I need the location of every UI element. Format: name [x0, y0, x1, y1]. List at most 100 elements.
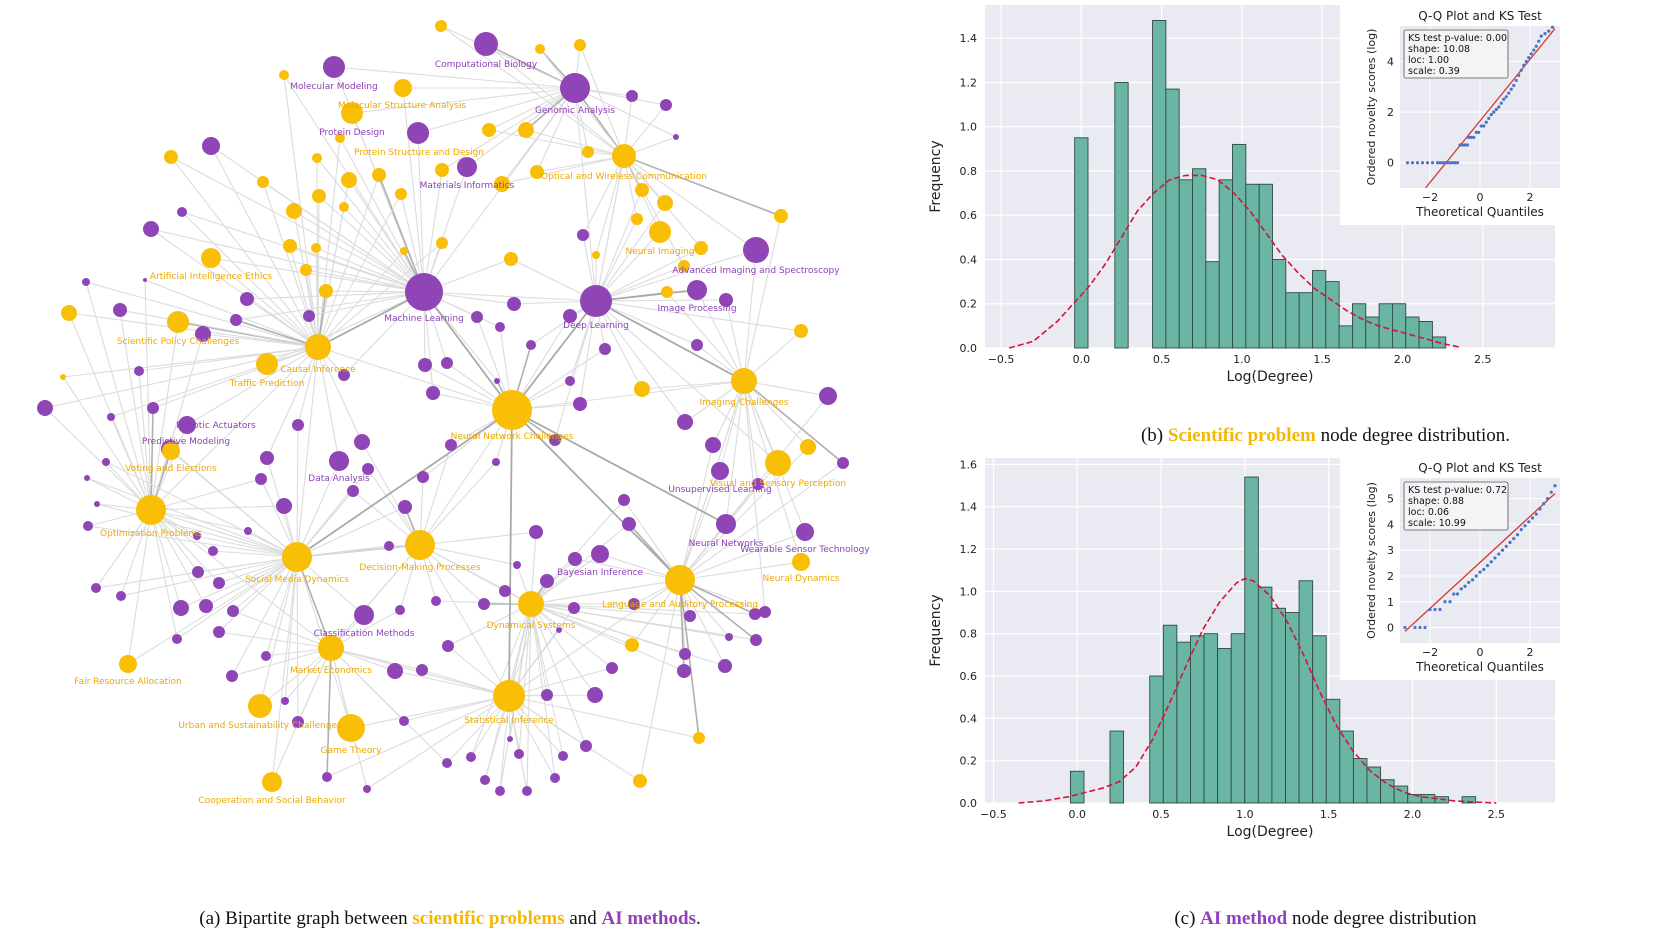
qq-point	[1403, 625, 1407, 630]
x-axis-label: Log(Degree)	[1227, 369, 1314, 385]
graph-edge	[639, 579, 681, 782]
scientific-problem-label: Game Theory	[321, 746, 383, 756]
graph-edge	[308, 291, 425, 317]
graph-edge	[417, 87, 576, 134]
graph-edge	[530, 603, 596, 696]
graph-edge	[317, 346, 513, 411]
qq-point	[1467, 135, 1471, 139]
graph-edge	[419, 444, 452, 546]
graph-edge	[150, 509, 249, 532]
qq-point	[1547, 29, 1551, 33]
ai-method-node	[82, 278, 90, 286]
scientific-problem-label: Cooperation and Social Behavior	[198, 796, 345, 806]
ai-method-node	[387, 663, 403, 679]
graph-edge	[218, 631, 332, 649]
graph-edge	[318, 195, 425, 293]
ai-method-label: Protein Design	[319, 128, 384, 138]
histogram-bar	[1338, 325, 1353, 349]
ai-method-node	[673, 134, 679, 140]
qq-point	[1543, 31, 1547, 36]
graph-edge	[530, 603, 726, 667]
graph-edge	[419, 461, 497, 546]
qq-point	[1539, 34, 1543, 38]
graph-edge-strong	[317, 291, 425, 348]
graph-edge	[679, 531, 806, 581]
ai-method-node	[558, 751, 568, 761]
scientific-problem-node	[341, 172, 357, 188]
graph-edge	[530, 603, 587, 747]
qq-point	[1529, 52, 1533, 56]
graph-edge	[150, 228, 425, 293]
scientific-problem-node	[162, 442, 180, 460]
scientific-problem-node	[119, 655, 137, 673]
qq-point	[1545, 497, 1550, 501]
ai-method-node	[323, 56, 345, 78]
graph-edge	[330, 544, 421, 649]
ai-method-node	[705, 437, 721, 453]
ai-method-node	[441, 357, 453, 369]
scientific-problem-label: Traffic Prediction	[229, 379, 305, 389]
histogram-bar	[1325, 698, 1341, 804]
ks-text: shape: 10.08	[1408, 44, 1470, 55]
ai-method-node	[395, 605, 405, 615]
ai-method-node	[560, 73, 590, 103]
ai-method-node	[329, 451, 349, 471]
scientific-problem-node	[494, 176, 510, 192]
scientific-problem-node	[504, 252, 518, 266]
caption-a-scientific: scientific problems	[412, 908, 565, 929]
qq-point	[1542, 502, 1546, 506]
y-tick-label: 1.4	[960, 32, 978, 45]
graph-edge	[743, 380, 809, 448]
graph-edge	[317, 250, 405, 348]
bipartite-graph: Computational Biology Molecular Modeling M…	[37, 20, 870, 806]
graph-edge	[574, 87, 597, 302]
graph-edge	[623, 155, 757, 251]
graph-edge	[87, 525, 298, 558]
y-axis-label: Frequency	[928, 140, 944, 212]
scientific-problem-node	[592, 251, 600, 259]
y-tick-label: 0.0	[960, 342, 978, 355]
x-tick-label: 2.0	[1394, 353, 1412, 366]
ks-text: KS test p-value: 0.72	[1408, 485, 1507, 496]
ai-method-node	[303, 310, 315, 322]
graph-edge	[235, 291, 425, 321]
graph-edge	[574, 558, 681, 581]
x-tick-label: 0.0	[1073, 353, 1091, 366]
graph-edge	[202, 333, 319, 348]
graph-edge	[696, 289, 745, 382]
graph-edge	[743, 380, 759, 485]
graph-edge	[317, 137, 341, 348]
scientific-problem-node	[167, 311, 189, 333]
graph-edge	[508, 695, 700, 739]
qq-point	[1418, 625, 1422, 630]
qq-point	[1420, 161, 1425, 165]
qq-point	[1527, 56, 1531, 60]
graph-edge	[679, 579, 700, 739]
graph-edge	[235, 319, 319, 348]
ai-method-label: Classification Methods	[314, 629, 415, 639]
graph-edge	[262, 181, 425, 293]
scientific-problem-node	[319, 284, 333, 298]
graph-labels: Computational Biology Molecular Modeling M…	[74, 60, 870, 806]
graph-edge	[579, 300, 597, 405]
ai-method-node	[719, 293, 733, 307]
graph-edge	[530, 579, 681, 605]
inset-title: Q-Q Plot and KS Test	[1418, 9, 1542, 23]
histogram-bar	[1393, 785, 1409, 804]
qq-point	[1474, 574, 1478, 578]
scientific-problem-label: Artificial Intelligence Ethics	[150, 272, 272, 282]
ai-method-node	[442, 640, 454, 652]
scientific-problem-node	[794, 324, 808, 338]
graph-edge	[119, 309, 319, 348]
graph-edge	[330, 647, 423, 671]
graph-edge-strong	[296, 409, 513, 558]
histogram-bar	[1418, 320, 1433, 349]
qq-point	[1455, 161, 1460, 165]
graph-edge	[259, 647, 332, 707]
caption-b-highlight: Scientific problem	[1167, 425, 1316, 446]
scientific-problem-node	[731, 368, 757, 394]
graph-edge-strong	[595, 289, 698, 302]
graph-edge	[743, 380, 766, 613]
scientific-problem-node	[201, 248, 221, 268]
qq-point	[1413, 625, 1417, 630]
